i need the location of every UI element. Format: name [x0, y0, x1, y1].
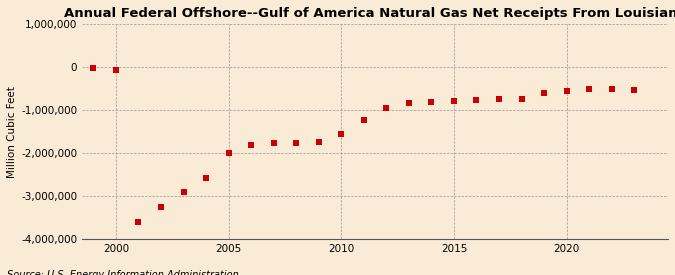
Point [561, 89, 572, 93]
Point [246, 143, 256, 148]
Point [111, 68, 122, 73]
Point [313, 140, 324, 144]
Point [155, 205, 166, 209]
Point [200, 176, 211, 180]
Point [358, 118, 369, 122]
Point [584, 87, 595, 91]
Point [516, 97, 527, 101]
Point [268, 141, 279, 145]
Point [178, 190, 189, 194]
Point [291, 141, 302, 145]
Point [449, 99, 460, 103]
Point [539, 91, 549, 95]
Point [133, 220, 144, 224]
Title: Annual Federal Offshore--Gulf of America Natural Gas Net Receipts From Louisiana: Annual Federal Offshore--Gulf of America… [64, 7, 675, 20]
Y-axis label: Million Cubic Feet: Million Cubic Feet [7, 86, 17, 178]
Point [426, 100, 437, 104]
Point [471, 98, 482, 102]
Point [629, 88, 640, 92]
Point [493, 97, 504, 101]
Point [223, 151, 234, 155]
Point [381, 106, 392, 110]
Point [404, 101, 414, 105]
Point [88, 66, 99, 70]
Point [606, 87, 617, 91]
Text: Source: U.S. Energy Information Administration: Source: U.S. Energy Information Administ… [7, 271, 238, 275]
Point [336, 132, 347, 136]
